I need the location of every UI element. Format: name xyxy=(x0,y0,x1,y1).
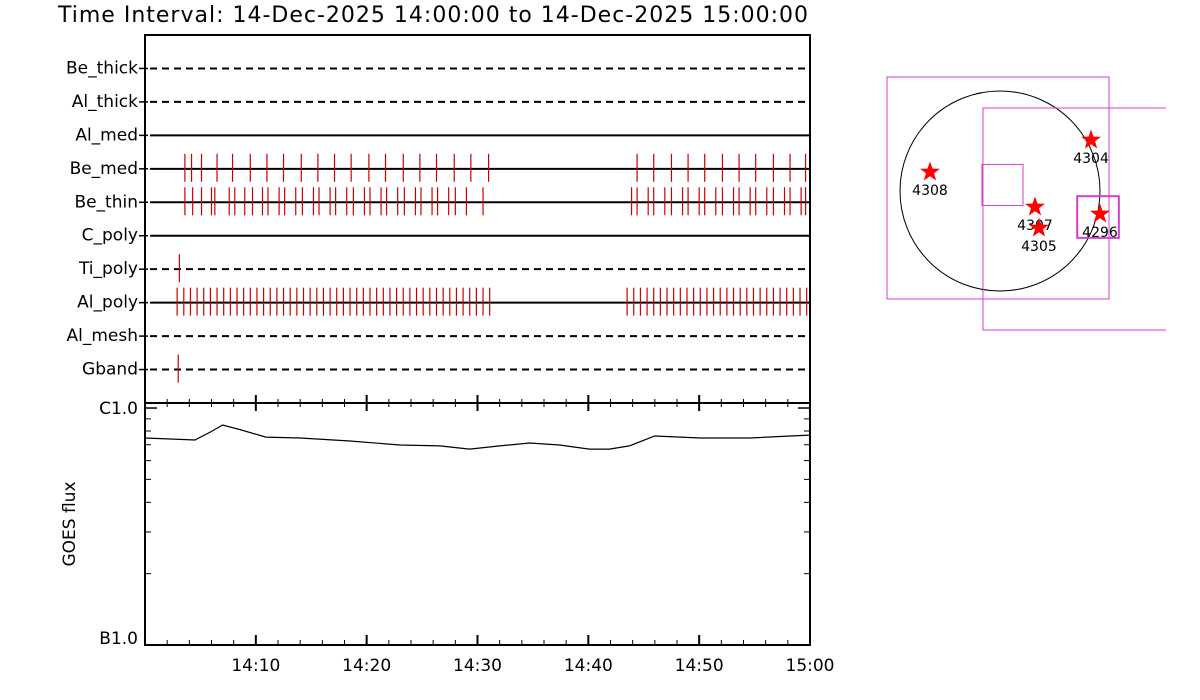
y-axis-label: GOES flux xyxy=(60,481,80,566)
row-label: Al_poly xyxy=(77,293,138,313)
fov-box xyxy=(982,107,1166,331)
row-label: Al_thick xyxy=(72,92,138,112)
region-label: 4308 xyxy=(912,183,948,199)
row-label: Al_mesh xyxy=(66,326,138,346)
x-tick-label: 14:50 xyxy=(675,656,724,676)
row-label: Be_med xyxy=(70,159,138,179)
x-tick-label: 14:40 xyxy=(564,656,613,676)
row-label: Be_thick xyxy=(66,58,138,78)
region-star xyxy=(920,161,940,181)
region-star xyxy=(1081,129,1101,149)
y-tick-label: C1.0 xyxy=(99,399,138,419)
region-label: 4296 xyxy=(1082,225,1118,241)
y-tick-label: B1.0 xyxy=(99,629,138,649)
row-label: C_poly xyxy=(82,226,138,246)
sun-map: 43084304430743054296 xyxy=(886,76,1166,331)
region-star xyxy=(1029,217,1049,237)
fov-box xyxy=(1076,195,1120,239)
region-star xyxy=(1090,203,1110,223)
chart-title: Time Interval: 14-Dec-2025 14:00:00 to 1… xyxy=(57,3,809,28)
timeline-frame xyxy=(144,34,811,404)
fov-box xyxy=(886,76,1110,300)
region-label: 4305 xyxy=(1021,239,1057,255)
goes-frame xyxy=(144,402,811,646)
region-label: 4304 xyxy=(1073,151,1109,167)
region-star xyxy=(1025,196,1045,216)
row-label: Gband xyxy=(82,360,138,380)
x-tick-label: 15:00 xyxy=(786,656,835,676)
fov-box xyxy=(981,163,1024,206)
row-label: Be_thin xyxy=(74,192,138,212)
row-label: Ti_poly xyxy=(78,259,138,279)
x-tick-label: 14:20 xyxy=(342,656,391,676)
x-tick-label: 14:30 xyxy=(453,656,502,676)
solar-disk xyxy=(899,90,1101,292)
row-label: Al_med xyxy=(75,125,138,145)
goes-line xyxy=(144,424,811,450)
x-tick-label: 14:10 xyxy=(231,656,280,676)
